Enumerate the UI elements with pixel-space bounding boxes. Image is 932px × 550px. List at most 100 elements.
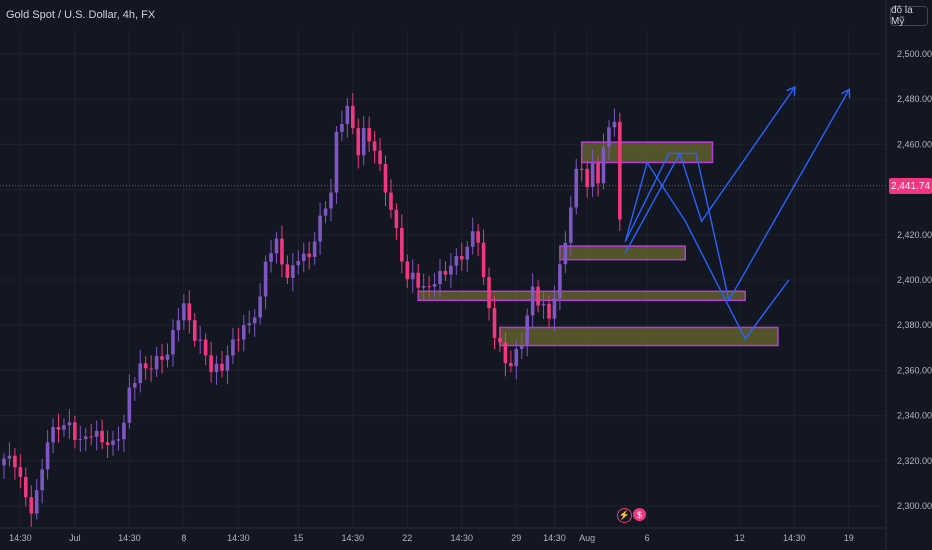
candle-body [29, 497, 34, 514]
candle-body [579, 168, 584, 170]
x-tick-label: 14:30 [342, 533, 365, 543]
candle-body [154, 356, 159, 370]
candle-body [171, 330, 175, 355]
candle-body [427, 286, 431, 288]
x-tick-label: 14:30 [227, 533, 250, 543]
candle-body [372, 141, 377, 151]
candle-body [334, 131, 339, 193]
candle-body [7, 455, 12, 459]
projection-path [624, 90, 849, 303]
candle-body [476, 231, 480, 243]
x-tick-label: 14:30 [9, 533, 32, 543]
x-tick-label: 8 [181, 533, 186, 543]
candle-body [378, 150, 382, 165]
candle-body [2, 458, 6, 466]
us-flag-icon[interactable]: $ [633, 508, 646, 521]
candle-body [34, 490, 39, 514]
candle-body [503, 342, 508, 363]
candle-body [312, 241, 317, 257]
projection-path [624, 88, 794, 254]
x-tick-label: 19 [844, 533, 854, 543]
candle-body [389, 192, 393, 210]
y-tick-label: 2,360.00 [897, 365, 932, 375]
candle-body [83, 436, 88, 440]
candle-body [329, 192, 333, 209]
candle-body [116, 439, 121, 441]
candle-body [40, 469, 44, 491]
candle-body [487, 277, 491, 309]
candle-body [416, 272, 420, 288]
candle-body [94, 430, 99, 437]
symbol-title: Gold Spot / U.S. Dollar, 4h, FX [6, 9, 156, 21]
candle-body [105, 442, 110, 445]
support-resistance-zone [417, 290, 746, 302]
candle-body [432, 284, 437, 287]
candle-body [552, 298, 557, 319]
candle-body [438, 270, 442, 285]
candle-body [405, 261, 410, 280]
candle-body [176, 320, 181, 331]
candle-body [400, 227, 404, 262]
candle-body [67, 422, 72, 426]
candle-body [492, 308, 497, 338]
candle-body [89, 436, 93, 438]
candle-body [421, 286, 426, 288]
projection-path [624, 160, 790, 341]
currency-button[interactable]: đô la Mỹ [890, 5, 928, 27]
candle-body [569, 207, 573, 243]
candle-body [127, 387, 132, 423]
candle-body [258, 296, 262, 318]
candle-body [133, 383, 137, 388]
candle-body [574, 168, 579, 208]
candle-body [301, 253, 306, 261]
candle-body [214, 363, 219, 372]
y-tick-label: 2,320.00 [897, 456, 932, 466]
candle-body [231, 339, 235, 356]
candle-body [274, 238, 279, 254]
candle-body [56, 426, 61, 430]
x-tick-label: Aug [579, 533, 595, 543]
candle-body [361, 128, 366, 156]
x-tick-label: 14:30 [543, 533, 566, 543]
candle-body [394, 209, 399, 228]
x-tick-label: 22 [402, 533, 412, 543]
candle-body [165, 354, 170, 360]
candle-body [410, 272, 415, 280]
support-resistance-zone [580, 141, 714, 164]
y-tick-label: 2,400.00 [897, 275, 932, 285]
candle-body [383, 164, 388, 193]
x-tick-label: 14:30 [118, 533, 141, 543]
y-tick-label: 2,300.00 [897, 501, 932, 511]
candle-body [236, 339, 241, 341]
candle-body [509, 362, 513, 367]
candle-body [291, 265, 295, 278]
candle-body [269, 253, 273, 262]
candle-body [192, 320, 197, 341]
candle-body [122, 422, 126, 440]
lightning-icon[interactable]: ⚡ [617, 508, 632, 523]
candle-body [585, 168, 589, 187]
support-resistance-zone [499, 326, 779, 347]
candle-body [187, 303, 192, 321]
candle-body [51, 426, 55, 443]
y-tick-label: 2,480.00 [897, 94, 932, 104]
candle-body [465, 246, 470, 260]
candle-body [514, 348, 519, 367]
y-tick-label: 2,340.00 [897, 411, 932, 421]
candle-body [263, 261, 268, 297]
candle-body [143, 363, 148, 369]
y-tick-label: 2,460.00 [897, 139, 932, 149]
x-tick-label: 6 [645, 533, 650, 543]
current-price-tag: 2,441.74 [889, 178, 932, 194]
x-tick-label: 15 [293, 533, 303, 543]
candle-body [340, 124, 344, 132]
candle-body [149, 368, 153, 370]
candle-body [73, 422, 77, 440]
x-tick-label: 14:30 [783, 533, 806, 543]
candle-body [62, 425, 66, 430]
candle-body [18, 467, 23, 477]
candle-body [280, 238, 284, 265]
candle-body [536, 286, 540, 306]
